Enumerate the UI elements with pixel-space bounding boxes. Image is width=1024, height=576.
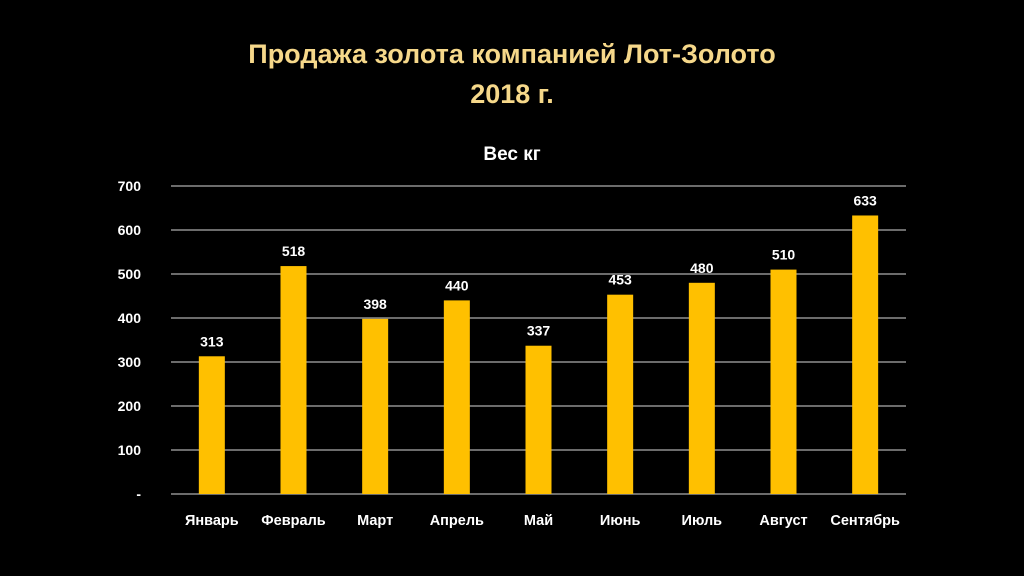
x-tick-label: Январь bbox=[185, 513, 239, 529]
bar bbox=[362, 318, 389, 494]
data-label: 518 bbox=[282, 243, 306, 259]
x-tick-label: Июнь bbox=[600, 513, 641, 529]
data-label: 440 bbox=[445, 277, 469, 293]
data-label: 398 bbox=[363, 296, 387, 312]
y-tick-label: 700 bbox=[118, 178, 142, 194]
data-label: 633 bbox=[853, 192, 877, 208]
bar bbox=[852, 215, 879, 495]
x-tick-label: Август bbox=[759, 513, 807, 529]
bar bbox=[280, 266, 307, 494]
y-tick-label: 600 bbox=[118, 222, 142, 238]
x-tick-label: Март bbox=[357, 513, 393, 529]
slide-title-line-1: Продажа золота компанией Лот-Золото bbox=[248, 39, 776, 69]
bar bbox=[688, 282, 715, 494]
y-tick-label: 100 bbox=[118, 442, 142, 458]
bar bbox=[607, 294, 634, 494]
chart-title: Вес кг bbox=[483, 144, 540, 165]
data-labels: 313 518 398 440 337 453 480 510 633 bbox=[200, 192, 877, 349]
data-label: 510 bbox=[772, 247, 796, 263]
x-tick-label: Сентябрь bbox=[830, 513, 900, 529]
data-label: 337 bbox=[527, 323, 551, 339]
y-tick-label: 200 bbox=[118, 398, 142, 414]
y-tick-label: 300 bbox=[118, 354, 142, 370]
bar bbox=[525, 345, 552, 494]
data-label: 480 bbox=[690, 260, 714, 276]
x-axis-ticks: Январь Февраль Март Апрель Май Июнь Июль Август… bbox=[185, 513, 900, 529]
bars bbox=[198, 215, 879, 495]
x-tick-label: Апрель bbox=[430, 513, 484, 529]
x-tick-label: Июль bbox=[682, 513, 723, 529]
bar bbox=[443, 300, 470, 494]
bar bbox=[198, 356, 225, 494]
data-label: 313 bbox=[200, 333, 224, 349]
slide-title: Продажа золота компанией Лот-Золото 2018… bbox=[0, 34, 1024, 114]
y-tick-label: - bbox=[136, 486, 141, 502]
x-tick-label: Май bbox=[524, 513, 553, 529]
bar bbox=[770, 269, 797, 494]
y-axis-ticks: - 100 200 300 400 500 600 700 bbox=[118, 178, 142, 502]
data-label: 453 bbox=[608, 272, 632, 288]
y-tick-label: 500 bbox=[118, 266, 142, 282]
y-tick-label: 400 bbox=[118, 310, 142, 326]
slide-title-line-2: 2018 г. bbox=[470, 79, 554, 109]
x-tick-label: Февраль bbox=[261, 513, 325, 529]
